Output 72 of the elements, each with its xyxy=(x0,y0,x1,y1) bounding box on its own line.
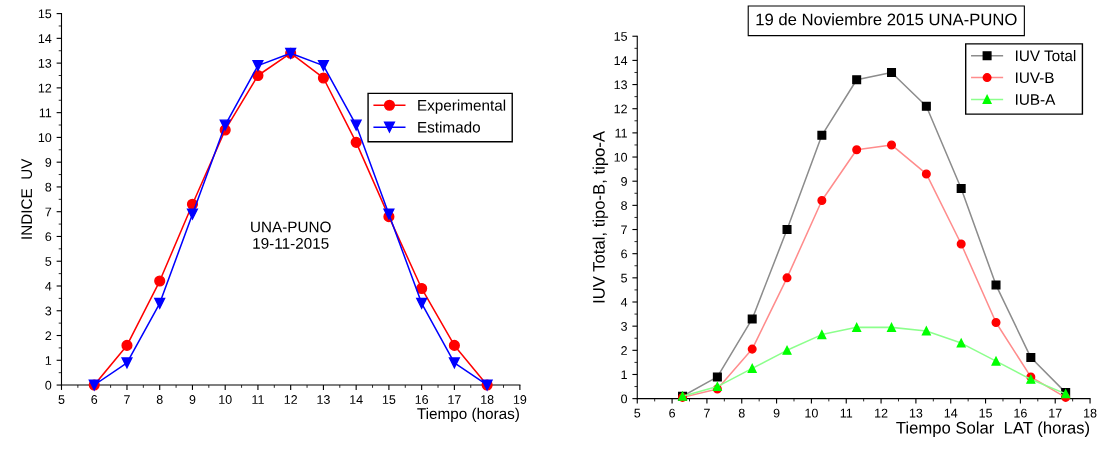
x-tick-label: 11 xyxy=(252,395,264,404)
y-tick-label: 13 xyxy=(614,80,627,90)
x-tick-label: 9 xyxy=(773,408,780,418)
y-tick-label: 5 xyxy=(621,273,628,283)
y-tick-label: 1 xyxy=(45,356,52,365)
x-tick-label: 7 xyxy=(704,408,710,418)
y-tick-label: 8 xyxy=(621,201,627,211)
x-tick-label: 8 xyxy=(156,395,163,404)
y-tick-label: 13 xyxy=(38,58,52,68)
y-tick-label: 4 xyxy=(45,281,52,291)
x-tick-label: 5 xyxy=(634,408,641,418)
legend-label: IUV Total xyxy=(1016,49,1076,62)
x-tick-label: 7 xyxy=(124,395,130,404)
y-tick-label: 4 xyxy=(620,297,628,307)
x-tick-label: 17 xyxy=(1049,408,1062,418)
y-tick-label: 10 xyxy=(614,152,628,162)
x-tick-label: 13 xyxy=(909,408,923,418)
x-tick-label: 10 xyxy=(219,395,232,404)
y-tick-label: 9 xyxy=(45,157,52,167)
x-tick-label: 16 xyxy=(1014,408,1027,418)
x-tick-label: 18 xyxy=(481,395,494,404)
x-tick-label: 6 xyxy=(669,408,676,418)
y-tick-label: 3 xyxy=(45,306,52,316)
y-tick-label: 2 xyxy=(621,346,627,355)
x-tick-label: 16 xyxy=(415,395,429,404)
y-tick-label: 0 xyxy=(45,380,52,390)
y-tick-label: 10 xyxy=(38,133,52,143)
x-tick-label: 9 xyxy=(189,395,196,404)
x-tick-label: 14 xyxy=(944,408,958,418)
y-tick-label: 11 xyxy=(39,108,52,118)
x-tick-label: 17 xyxy=(448,395,461,404)
y-tick-label: 12 xyxy=(614,104,627,114)
y-tick-label: 14 xyxy=(38,34,52,43)
legend-label: IUB-A xyxy=(1016,94,1056,105)
legend-label: Estimado xyxy=(418,121,481,133)
x-tick-label: 19 xyxy=(513,395,527,404)
legend-label: Experimental xyxy=(418,99,506,114)
y-tick-label: 12 xyxy=(38,83,52,93)
y-tick-label: 15 xyxy=(38,9,52,19)
y-tick-label: 3 xyxy=(621,321,627,331)
x-axis-title: Tiempo Solar LAT (horas) xyxy=(896,421,1090,437)
y-tick-label: 9 xyxy=(621,177,627,186)
x-tick-label: 13 xyxy=(317,395,330,404)
x-tick-label: 15 xyxy=(382,395,396,404)
x-tick-label: 18 xyxy=(1084,408,1097,418)
y-tick-label: 0 xyxy=(621,394,628,404)
y-tick-label: 1 xyxy=(621,370,627,380)
y-tick-label: 14 xyxy=(614,56,628,65)
y-tick-label: 5 xyxy=(45,257,52,266)
x-tick-label: 8 xyxy=(738,408,745,418)
legend-label: IUV-B xyxy=(1016,72,1054,84)
x-tick-label: 15 xyxy=(979,408,992,418)
x-tick-label: 6 xyxy=(91,395,98,404)
x-tick-label: 10 xyxy=(805,408,818,418)
x-tick-label: 5 xyxy=(58,395,65,404)
y-tick-label: 8 xyxy=(45,182,52,192)
chart-title: 19 de Noviembre 2015 UNA-PUNO xyxy=(756,13,1017,26)
annotation: UNA-PUNO 19-11-2015 xyxy=(251,221,331,249)
y-tick-label: 7 xyxy=(45,207,52,217)
y-axis-title: IUV Total, tipo-B, tipo-A xyxy=(592,131,609,303)
x-axis-title: Tiempo (horas) xyxy=(417,407,519,423)
x-tick-label: 11 xyxy=(840,408,853,418)
x-tick-label: 14 xyxy=(350,395,363,404)
y-tick-label: 15 xyxy=(614,32,628,41)
x-tick-label: 12 xyxy=(875,408,888,418)
x-tick-label: 12 xyxy=(284,395,297,404)
y-tick-label: 6 xyxy=(621,249,627,259)
y-tick-label: 7 xyxy=(621,225,627,235)
y-tick-label: 2 xyxy=(45,331,52,341)
y-axis-title: INDICE UV xyxy=(21,158,33,239)
y-tick-label: 6 xyxy=(45,232,52,242)
y-tick-label: 11 xyxy=(615,128,627,138)
